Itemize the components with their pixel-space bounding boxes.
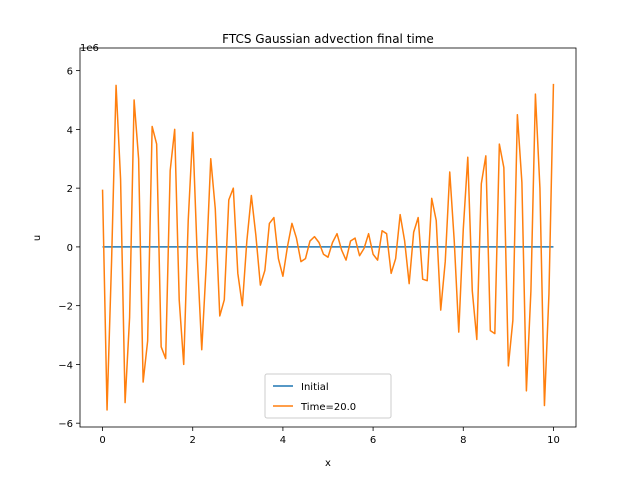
x-tick-label: 0 — [99, 435, 105, 446]
y-axis-label: u — [32, 235, 43, 241]
x-tick-label: 2 — [190, 435, 196, 446]
y-tick-label: 4 — [67, 125, 73, 136]
x-tick-label: 10 — [547, 435, 560, 446]
y-tick-label: 0 — [67, 243, 73, 254]
x-axis-label: x — [325, 458, 331, 469]
y-tick-label: 2 — [67, 184, 73, 195]
legend-box — [264, 373, 392, 419]
axes-frame — [79, 47, 577, 428]
y-tick-label: −6 — [58, 419, 73, 430]
chart-title: FTCS Gaussian advection final time — [222, 32, 434, 46]
legend-label: Time=20.0 — [300, 402, 356, 413]
x-tick-label: 8 — [460, 435, 466, 446]
y-tick-label: −2 — [58, 302, 73, 313]
data-line — [101, 83, 555, 411]
x-tick-label: 4 — [280, 435, 286, 446]
y-tick-label: −4 — [58, 360, 73, 371]
y-offset-text: 1e6 — [80, 43, 99, 54]
x-tick-label: 6 — [370, 435, 376, 446]
y-tick-label: 6 — [67, 67, 73, 78]
legend-label: Initial — [301, 382, 329, 393]
